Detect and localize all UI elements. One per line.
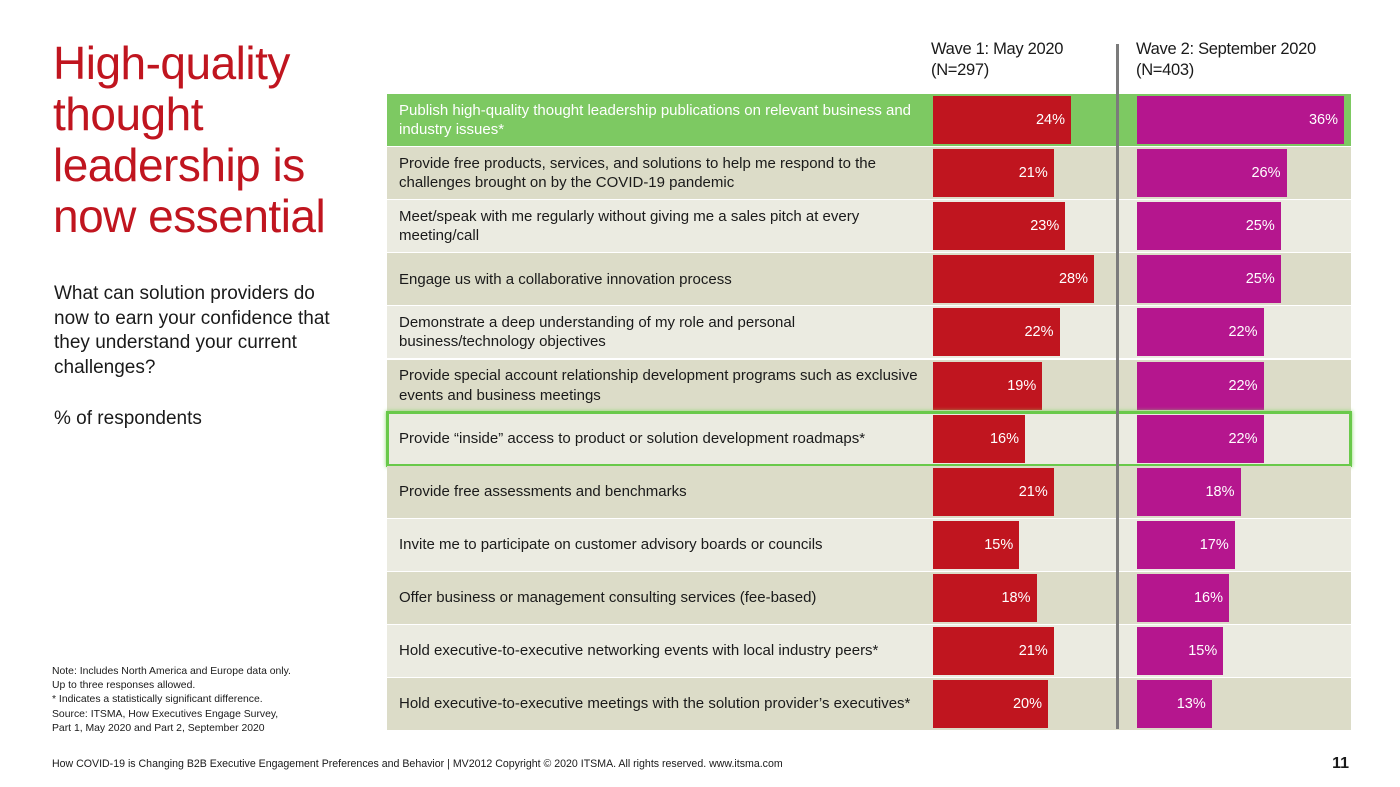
category-label: Hold executive-to-executive networking e… xyxy=(399,642,879,660)
wave1-bar xyxy=(933,467,1054,516)
chart-row: Provide special account relationship dev… xyxy=(387,359,1351,412)
chart-row: Publish high-quality thought leadership … xyxy=(387,94,1351,147)
wave1-value-label: 22% xyxy=(1024,324,1054,341)
wave2-value-label: 22% xyxy=(1228,324,1258,341)
wave1-value-label: 15% xyxy=(984,536,1014,553)
wave2-header: Wave 2: September 2020 (N=403) xyxy=(1136,39,1316,81)
wave1-header: Wave 1: May 2020 (N=297) xyxy=(931,39,1063,81)
chart-row: Provide free assessments and benchmarks 2… xyxy=(387,465,1351,518)
wave2-value-label: 13% xyxy=(1176,696,1206,713)
category-label: Provide “inside” access to product or so… xyxy=(399,429,866,447)
respondents-label: % of respondents xyxy=(54,408,202,429)
wave2-bar xyxy=(1137,520,1235,569)
chart-row: Demonstrate a deep understanding of my r… xyxy=(387,306,1351,359)
chart-row: Provide “inside” access to product or so… xyxy=(387,412,1351,465)
wave2-value-label: 15% xyxy=(1188,643,1218,660)
wave1-bar xyxy=(933,680,1048,729)
note-line: Up to three responses allowed. xyxy=(52,680,196,692)
category-label: Provide free assessments and benchmarks xyxy=(399,482,687,500)
wave2-bar xyxy=(1137,361,1264,410)
wave1-value-label: 21% xyxy=(1018,165,1048,182)
wave-divider xyxy=(1116,44,1119,729)
wave1-value-label: 28% xyxy=(1058,271,1088,288)
wave1-bar xyxy=(933,520,1020,569)
chart-row: Hold executive-to-executive networking e… xyxy=(387,625,1351,678)
wave2-bar xyxy=(1137,573,1229,622)
wave2-value-label: 25% xyxy=(1245,218,1275,235)
wave1-value-label: 19% xyxy=(1007,377,1037,394)
wave1-bar xyxy=(933,414,1025,463)
wave1-bar xyxy=(933,255,1094,304)
wave2-bar xyxy=(1137,202,1281,251)
chart-row: Meet/speak with me regularly without giv… xyxy=(387,200,1351,253)
chart-row: Invite me to participate on customer adv… xyxy=(387,518,1351,571)
wave1-value-label: 18% xyxy=(1001,589,1031,606)
wave2-value-label: 18% xyxy=(1205,483,1235,500)
chart-row: Engage us with a collaborative innovatio… xyxy=(387,253,1351,306)
wave2-n: (N=403) xyxy=(1136,61,1194,79)
page-title: High-quality thought leadership is now e… xyxy=(53,37,326,242)
source-note: Note: Includes North America and Europe … xyxy=(52,665,352,736)
wave2-value-label: 25% xyxy=(1245,271,1275,288)
footer-text: How COVID-19 is Changing B2B Executive E… xyxy=(52,758,783,770)
chart-row: Offer business or management consulting … xyxy=(387,571,1351,624)
wave1-bar xyxy=(933,96,1071,145)
category-label: Publish high-quality thought leadership … xyxy=(399,101,912,139)
wave2-value-label: 22% xyxy=(1228,430,1258,447)
category-label: Engage us with a collaborative innovatio… xyxy=(399,270,732,288)
category-label: Invite me to participate on customer adv… xyxy=(399,536,823,554)
wave2-value-label: 26% xyxy=(1251,165,1281,182)
note-line: Part 1, May 2020 and Part 2, September 2… xyxy=(52,722,265,734)
category-label: Hold executive-to-executive meetings wit… xyxy=(399,695,911,713)
wave2-value-label: 36% xyxy=(1308,112,1338,129)
category-label: Provide free products, services, and sol… xyxy=(399,154,876,192)
wave2-bar xyxy=(1137,308,1264,357)
wave1-bar xyxy=(933,627,1054,676)
chart-row: Hold executive-to-executive meetings wit… xyxy=(387,678,1351,731)
wave1-n: (N=297) xyxy=(931,61,989,79)
wave1-value-label: 21% xyxy=(1018,643,1048,660)
chart-row: Provide free products, services, and sol… xyxy=(387,147,1351,200)
wave1-title: Wave 1: May 2020 xyxy=(931,40,1064,58)
wave1-bar xyxy=(933,361,1043,410)
wave2-value-label: 16% xyxy=(1193,589,1223,606)
wave1-bar xyxy=(933,202,1066,251)
wave1-value-label: 21% xyxy=(1018,483,1048,500)
category-label: Meet/speak with me regularly without giv… xyxy=(399,207,860,245)
wave2-bar xyxy=(1137,149,1287,198)
note-line: Source: ITSMA, How Executives Engage Sur… xyxy=(52,708,279,720)
wave2-bar xyxy=(1137,96,1344,145)
wave2-bar xyxy=(1137,255,1281,304)
category-label: Provide special account relationship dev… xyxy=(399,367,918,404)
wave1-value-label: 24% xyxy=(1035,112,1065,129)
note-line: * Indicates a statistically significant … xyxy=(52,694,263,706)
wave1-value-label: 16% xyxy=(989,430,1019,447)
wave1-bar xyxy=(933,308,1060,357)
category-label: Demonstrate a deep understanding of my r… xyxy=(399,313,796,351)
wave2-bar xyxy=(1137,627,1224,676)
wave1-value-label: 20% xyxy=(1012,696,1042,713)
wave2-value-label: 22% xyxy=(1228,377,1258,394)
page-number: 11 xyxy=(1332,755,1349,772)
survey-question: What can solution providers do now to ea… xyxy=(54,283,330,378)
wave1-bar xyxy=(933,573,1037,622)
wave1-bar xyxy=(933,149,1054,198)
wave2-title: Wave 2: September 2020 xyxy=(1136,40,1316,58)
wave2-value-label: 17% xyxy=(1199,536,1229,553)
wave2-bar xyxy=(1137,680,1212,729)
wave2-bar xyxy=(1137,414,1264,463)
note-line: Note: Includes North America and Europe … xyxy=(52,666,291,677)
category-label: Offer business or management consulting … xyxy=(399,589,817,607)
wave2-bar xyxy=(1137,467,1241,516)
wave1-value-label: 23% xyxy=(1030,218,1060,235)
